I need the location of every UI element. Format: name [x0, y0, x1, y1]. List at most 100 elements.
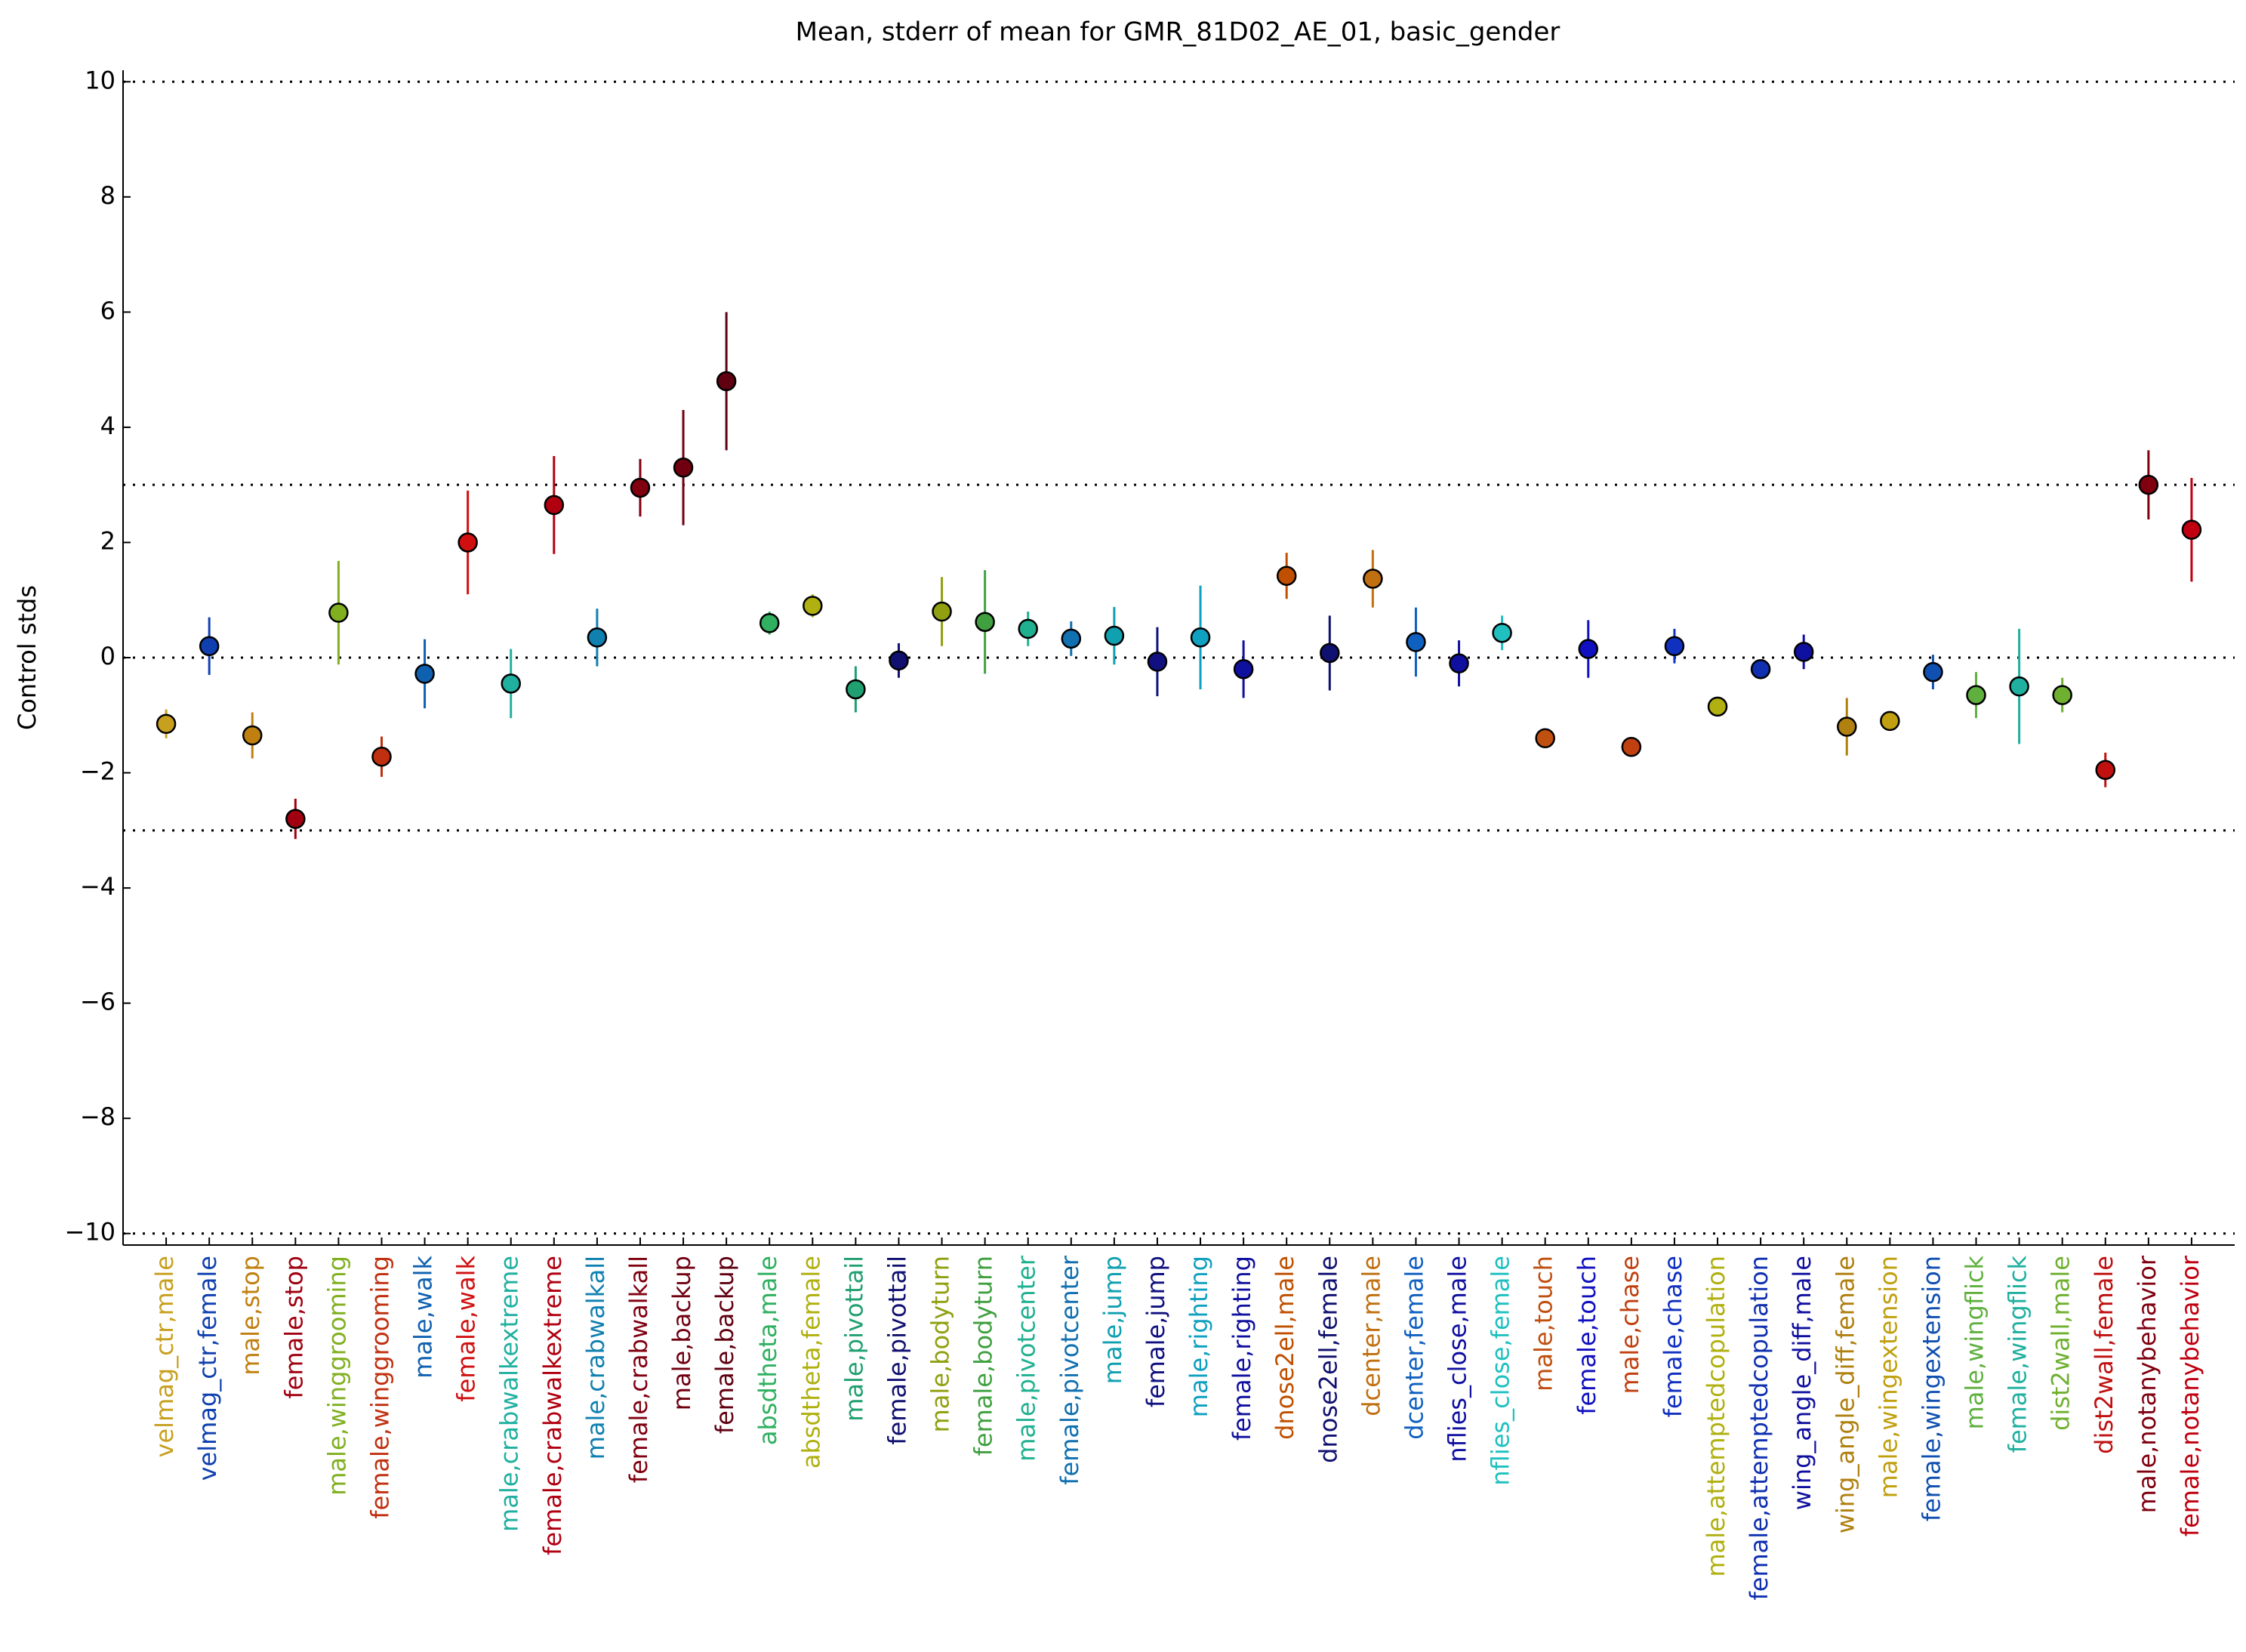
mean-marker [975, 612, 995, 632]
mean-marker [1363, 569, 1383, 589]
mean-marker [1406, 632, 1426, 652]
x-tick-label: female,jump [1141, 1256, 1170, 1407]
mean-marker [501, 673, 521, 694]
x-tick-label: dcenter,female [1400, 1256, 1428, 1440]
x-tick-label: male,chase [1616, 1256, 1644, 1394]
mean-marker [2009, 676, 2029, 697]
x-tick-label: female,bodyturn [969, 1256, 998, 1456]
x-tick-label: female,wingextension [1917, 1256, 1946, 1521]
x-tick-label: male,pivotcenter [1012, 1255, 1041, 1462]
mean-marker [1793, 642, 1814, 662]
x-tick-label: female,touch [1573, 1256, 1601, 1415]
x-tick-label: velmag_ctr,female [193, 1256, 222, 1481]
y-tick-label: 0 [100, 642, 116, 670]
mean-marker [759, 612, 780, 633]
x-tick-label: male,righting [1185, 1256, 1213, 1417]
chart-title: Mean, stderr of mean for GMR_81D02_AE_01… [796, 17, 1560, 48]
x-tick-label: male,stop [236, 1256, 265, 1376]
mean-marker [1104, 625, 1125, 646]
y-tick-label: 4 [100, 411, 116, 440]
x-tick-label: male,touch [1530, 1256, 1558, 1392]
mean-marker [1880, 710, 1900, 732]
x-tick-label: male,wingflick [1961, 1256, 1989, 1430]
x-tick-label: velmag_ctr,male [150, 1256, 179, 1457]
mean-marker [932, 601, 952, 622]
mean-marker [2181, 519, 2202, 540]
mean-marker [1061, 628, 1082, 649]
x-tick-label: female,backup [710, 1256, 739, 1434]
mean-marker [328, 603, 349, 623]
x-tick-label: male,pivottail [840, 1256, 868, 1422]
x-tick-label: dnose2ell,male [1271, 1256, 1299, 1440]
mean-marker [1750, 659, 1771, 680]
x-tick-label: dist2wall,female [2090, 1256, 2118, 1454]
mean-marker [199, 636, 220, 656]
x-tick-label: male,crabwalkextreme [495, 1256, 524, 1532]
mean-marker [371, 746, 392, 767]
mean-marker [1449, 653, 1469, 673]
mean-marker [242, 725, 263, 746]
x-tick-label: male,backup [667, 1256, 696, 1410]
x-tick-label: dnose2ell,female [1314, 1256, 1342, 1463]
x-tick-label: female,crabwalkall [624, 1256, 653, 1483]
x-tick-label: nflies_close,male [1443, 1256, 1472, 1462]
mean-marker [1621, 736, 1642, 757]
mean-marker [156, 714, 177, 734]
mean-marker [803, 596, 823, 616]
x-tick-label: male,winggrooming [322, 1256, 351, 1496]
x-tick-label: female,crabwalkextreme [538, 1256, 567, 1555]
x-tick-label: male,wingextension [1874, 1256, 1902, 1498]
mean-marker [1837, 717, 1857, 737]
mean-marker [1707, 696, 1728, 717]
mean-marker [587, 627, 608, 648]
mean-marker [414, 664, 435, 684]
mean-marker [1664, 636, 1685, 656]
x-tick-label: male,notanybehavior [2133, 1255, 2161, 1513]
x-tick-label: female,chase [1659, 1256, 1687, 1417]
x-tick-label: absdtheta,male [753, 1256, 782, 1445]
x-tick-label: female,pivotcenter [1055, 1255, 1084, 1485]
x-tick-label: wing_angle_diff,male [1788, 1256, 1816, 1510]
x-tick-label: male,bodyturn [926, 1256, 955, 1432]
y-tick-label: −10 [64, 1218, 116, 1247]
y-tick-label: 2 [100, 526, 116, 555]
y-axis-label: Control stds [13, 585, 42, 730]
x-tick-label: female,wingflick [2004, 1256, 2032, 1453]
mean-marker [544, 495, 565, 516]
y-tick-label: 8 [100, 181, 116, 210]
x-tick-label: female,walk [452, 1256, 481, 1402]
x-tick-label: male,crabwalkall [581, 1256, 610, 1459]
mean-marker [889, 650, 909, 671]
mean-marker [630, 477, 651, 498]
x-tick-label: dist2wall,male [2047, 1256, 2075, 1431]
mean-marker [1578, 639, 1599, 659]
y-tick-label: −6 [80, 988, 116, 1016]
x-tick-label: male,attemptedcopulation [1702, 1256, 1730, 1577]
x-tick-label: female,pivottail [883, 1256, 911, 1445]
mean-marker [1923, 661, 1943, 683]
x-tick-label: dcenter,male [1357, 1256, 1385, 1416]
mean-marker [1276, 566, 1297, 586]
mean-marker [716, 371, 737, 392]
mean-marker [285, 809, 306, 829]
mean-marker [1966, 685, 1986, 705]
x-tick-label: female,righting [1228, 1256, 1256, 1441]
mean-marker [458, 532, 478, 553]
mean-marker [2052, 685, 2072, 705]
x-tick-label: female,stop [279, 1256, 308, 1399]
x-tick-label: absdtheta,female [796, 1256, 825, 1469]
x-tick-label: female,notanybehavior [2176, 1255, 2204, 1536]
y-tick-label: 6 [100, 296, 116, 325]
mean-marker [1233, 659, 1254, 680]
y-tick-label: −2 [80, 757, 116, 786]
mean-marker [673, 458, 694, 478]
y-tick-label: −8 [80, 1102, 116, 1131]
mean-marker [2138, 474, 2159, 495]
mean-marker [1535, 728, 1555, 749]
mean-marker [1147, 652, 1168, 672]
mean-marker [1190, 627, 1211, 648]
y-tick-label: 10 [85, 66, 116, 94]
mean-marker [1320, 643, 1340, 664]
mean-marker [1018, 618, 1038, 640]
x-tick-label: female,winggrooming [365, 1256, 394, 1519]
